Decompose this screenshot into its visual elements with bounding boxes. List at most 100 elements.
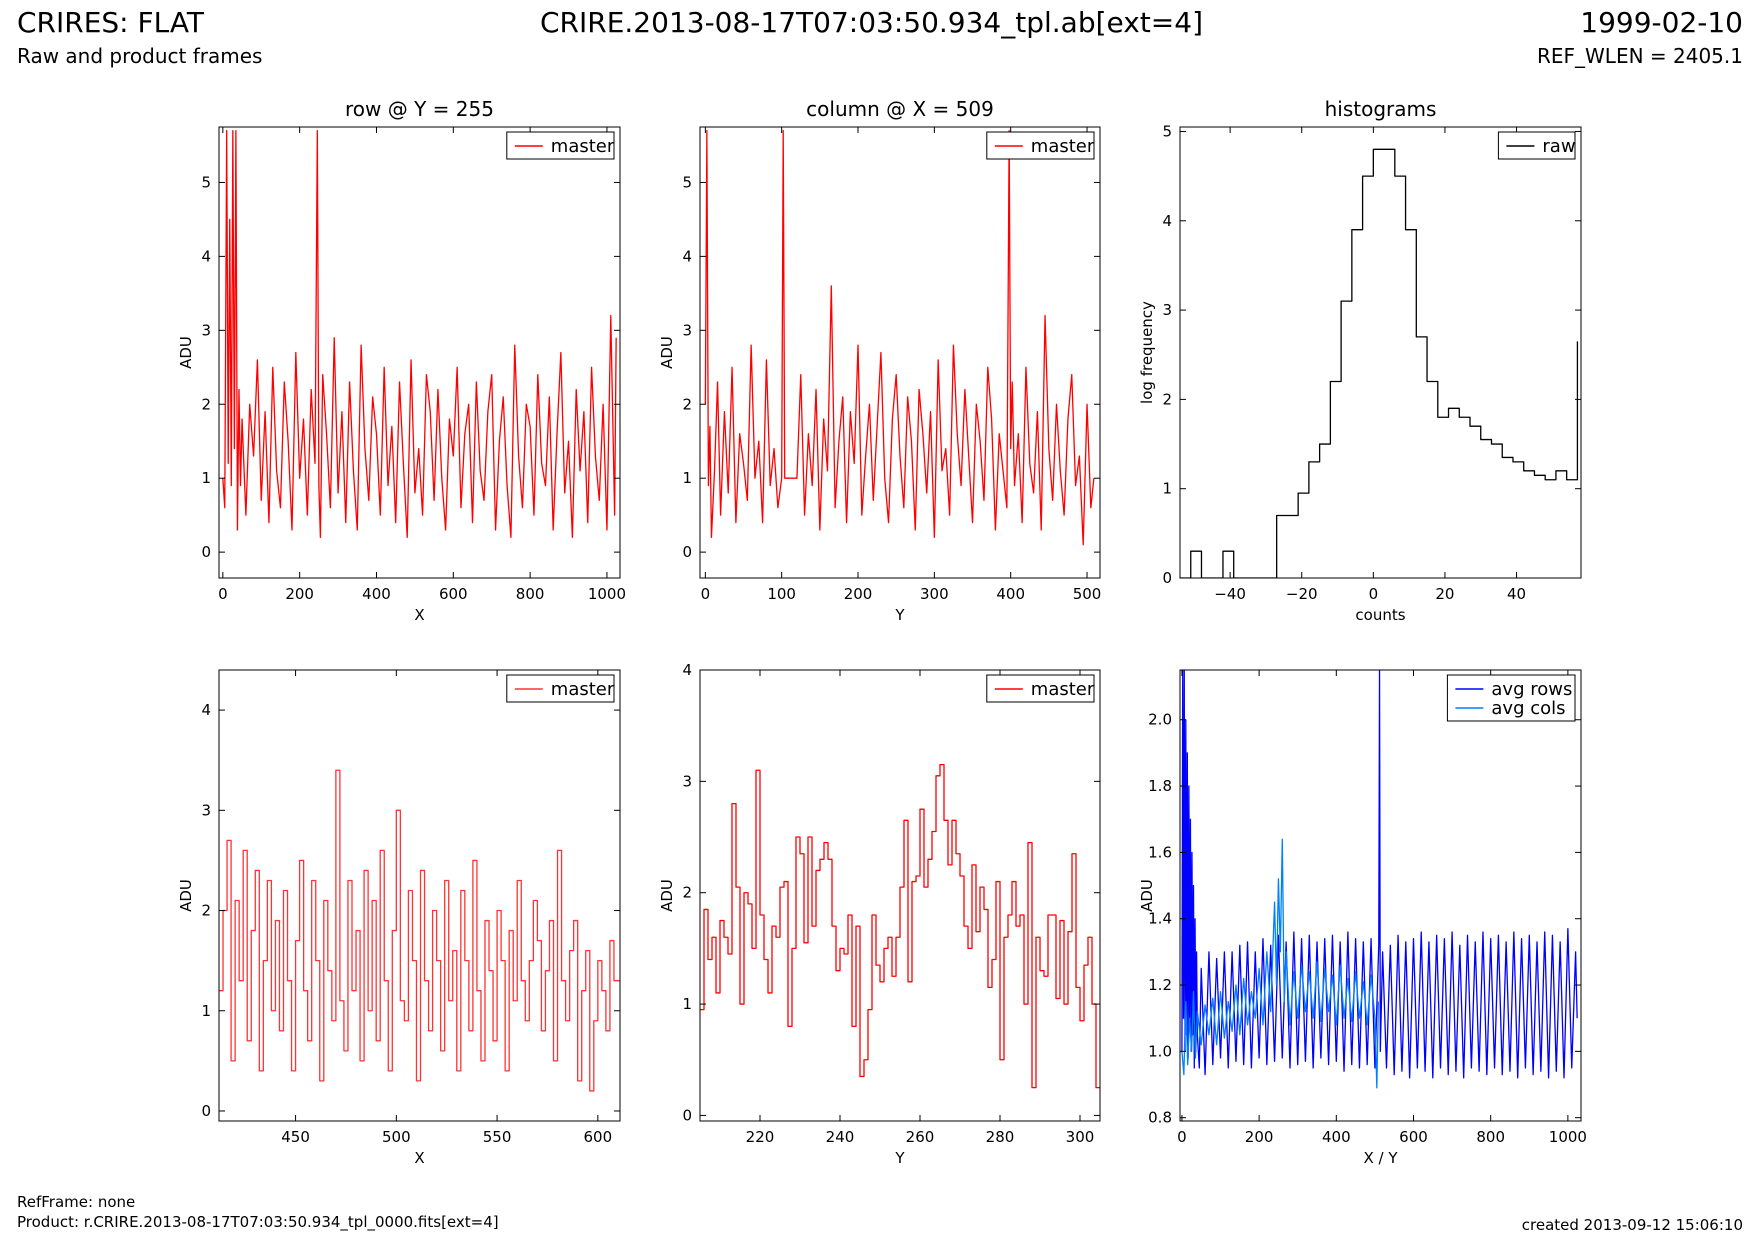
legend-label: avg cols (1491, 698, 1565, 719)
x-tick-label: 500 (382, 1128, 411, 1146)
y-tick-label: 2 (682, 395, 692, 413)
y-tick-label: 0 (682, 543, 692, 561)
y-tick-label: 3 (201, 321, 211, 339)
plot-data-row (222, 130, 617, 538)
plot-title: row @ Y = 255 (345, 97, 494, 121)
series-line-row-zoom-master (219, 769, 620, 1092)
x-tick-label: 20 (1435, 585, 1454, 603)
legend-label: raw (1542, 136, 1575, 157)
x-tick-label: 800 (516, 585, 545, 603)
legend-box (1446, 674, 1576, 722)
y-tick-label: 1 (201, 1002, 211, 1020)
y-tick-label: 1.6 (1148, 843, 1172, 861)
x-axis-label: counts (1355, 606, 1405, 624)
legend-label: master (1031, 679, 1095, 700)
legend: master (506, 674, 615, 703)
y-tick-label: 1.4 (1148, 910, 1172, 928)
x-axis-label: Y (894, 606, 905, 624)
x-tick-label: 400 (996, 585, 1025, 603)
y-tick-label: 5 (682, 173, 692, 191)
legend-label: master (551, 679, 615, 700)
x-tick-label: 500 (1073, 585, 1102, 603)
refframe-label: RefFrame: none (17, 1193, 136, 1211)
page-title: CRIRES: FLAT (17, 6, 204, 39)
legend: raw (1497, 131, 1576, 160)
x-tick-label: 1000 (1549, 1128, 1587, 1146)
x-tick-label: −40 (1214, 585, 1246, 603)
x-tick-label: 0 (1369, 585, 1379, 603)
x-tick-label: 1000 (588, 585, 626, 603)
x-tick-label: 0 (218, 585, 228, 603)
y-tick-label: 3 (201, 801, 211, 819)
x-tick-label: 400 (1322, 1128, 1351, 1146)
frame-name: CRIRE.2013-08-17T07:03:50.934_tpl.ab[ext… (540, 6, 1204, 39)
y-tick-label: 4 (201, 247, 211, 265)
series-line-col-zoom-master (700, 764, 1100, 1089)
x-axis-label: X (414, 606, 424, 624)
series-line-row-master (222, 130, 617, 538)
y-tick-label: 1 (201, 469, 211, 487)
x-tick-label: 280 (986, 1128, 1015, 1146)
x-tick-label: 260 (906, 1128, 935, 1146)
x-tick-label: −20 (1286, 585, 1318, 603)
y-tick-label: 1 (682, 995, 692, 1013)
legend: master (986, 131, 1095, 160)
x-tick-label: 600 (439, 585, 468, 603)
x-tick-label: 200 (285, 585, 314, 603)
x-axis-label: X (414, 1149, 424, 1167)
legend-label: master (551, 136, 615, 157)
axes-frame-col (699, 126, 1101, 579)
legend: master (986, 674, 1095, 703)
y-tick-label: 0 (201, 543, 211, 561)
plot-col-zoom: 220 240 260 280 300 0 1 2 3 4 Y ADU master (658, 661, 1101, 1167)
y-tick-label: 4 (682, 661, 692, 679)
x-axis-label: X / Y (1363, 1149, 1398, 1167)
y-tick-label: 2 (201, 902, 211, 920)
axes-frame-row (218, 126, 621, 579)
y-tick-label: 3 (1162, 301, 1172, 319)
axes-frame-row-zoom (218, 669, 621, 1122)
plot-title: column @ X = 509 (806, 97, 994, 121)
reference-wavelength: REF_WLEN = 2405.1 (1536, 44, 1743, 68)
axes-frame-col-zoom (699, 669, 1101, 1122)
y-tick-label: 1.8 (1148, 777, 1172, 795)
y-axis-label: ADU (1138, 879, 1156, 912)
plot-col: 0 100 200 300 400 500 0 1 2 3 4 5 Y ADU column @ X = 5… (658, 97, 1101, 624)
y-tick-label: 2.0 (1148, 711, 1172, 729)
y-tick-label: 0 (201, 1102, 211, 1120)
x-tick-label: 450 (281, 1128, 310, 1146)
legend: master (506, 131, 615, 160)
y-tick-label: 0.8 (1148, 1109, 1172, 1127)
x-tick-label: 800 (1476, 1128, 1505, 1146)
series-line-col-master (704, 130, 1095, 546)
plot-hist: −40 −20 0 20 40 0 1 2 3 4 5 counts log frequency hist… (1138, 97, 1582, 624)
y-axis-label: ADU (177, 336, 195, 369)
axes-frame-hist (1179, 126, 1582, 579)
plot-data-avg (1181, 670, 1578, 1089)
plot-avg: 0 200 400 600 800 1000 0.8 1.0 1.2 1.4 1.6 1.8 2.0 X … (1138, 669, 1587, 1167)
series-line-avg-avg-cols (1181, 838, 1380, 1089)
y-axis-label: ADU (658, 336, 676, 369)
plot-data-hist (1180, 148, 1579, 578)
plot-title: histograms (1325, 97, 1437, 121)
y-axis-label: ADU (177, 879, 195, 912)
x-tick-label: 200 (1245, 1128, 1274, 1146)
x-tick-label: 400 (362, 585, 391, 603)
plot-row-zoom: 450 500 550 600 0 1 2 3 4 X ADU master (177, 669, 621, 1167)
plot-row: 0 200 400 600 800 1000 0 1 2 3 4 5 X ADU row @ Y = 255… (177, 97, 626, 624)
y-tick-label: 1 (682, 469, 692, 487)
y-tick-label: 2 (682, 884, 692, 902)
x-tick-label: 0 (701, 585, 711, 603)
x-tick-label: 0 (1177, 1128, 1187, 1146)
y-axis-label: log frequency (1138, 301, 1156, 404)
y-tick-label: 4 (682, 247, 692, 265)
x-tick-label: 300 (920, 585, 949, 603)
x-tick-label: 220 (746, 1128, 775, 1146)
y-tick-label: 2 (201, 395, 211, 413)
y-tick-label: 1.0 (1148, 1042, 1172, 1060)
legend-label: master (1031, 136, 1095, 157)
x-tick-label: 600 (1399, 1128, 1428, 1146)
y-tick-label: 5 (1162, 122, 1172, 140)
